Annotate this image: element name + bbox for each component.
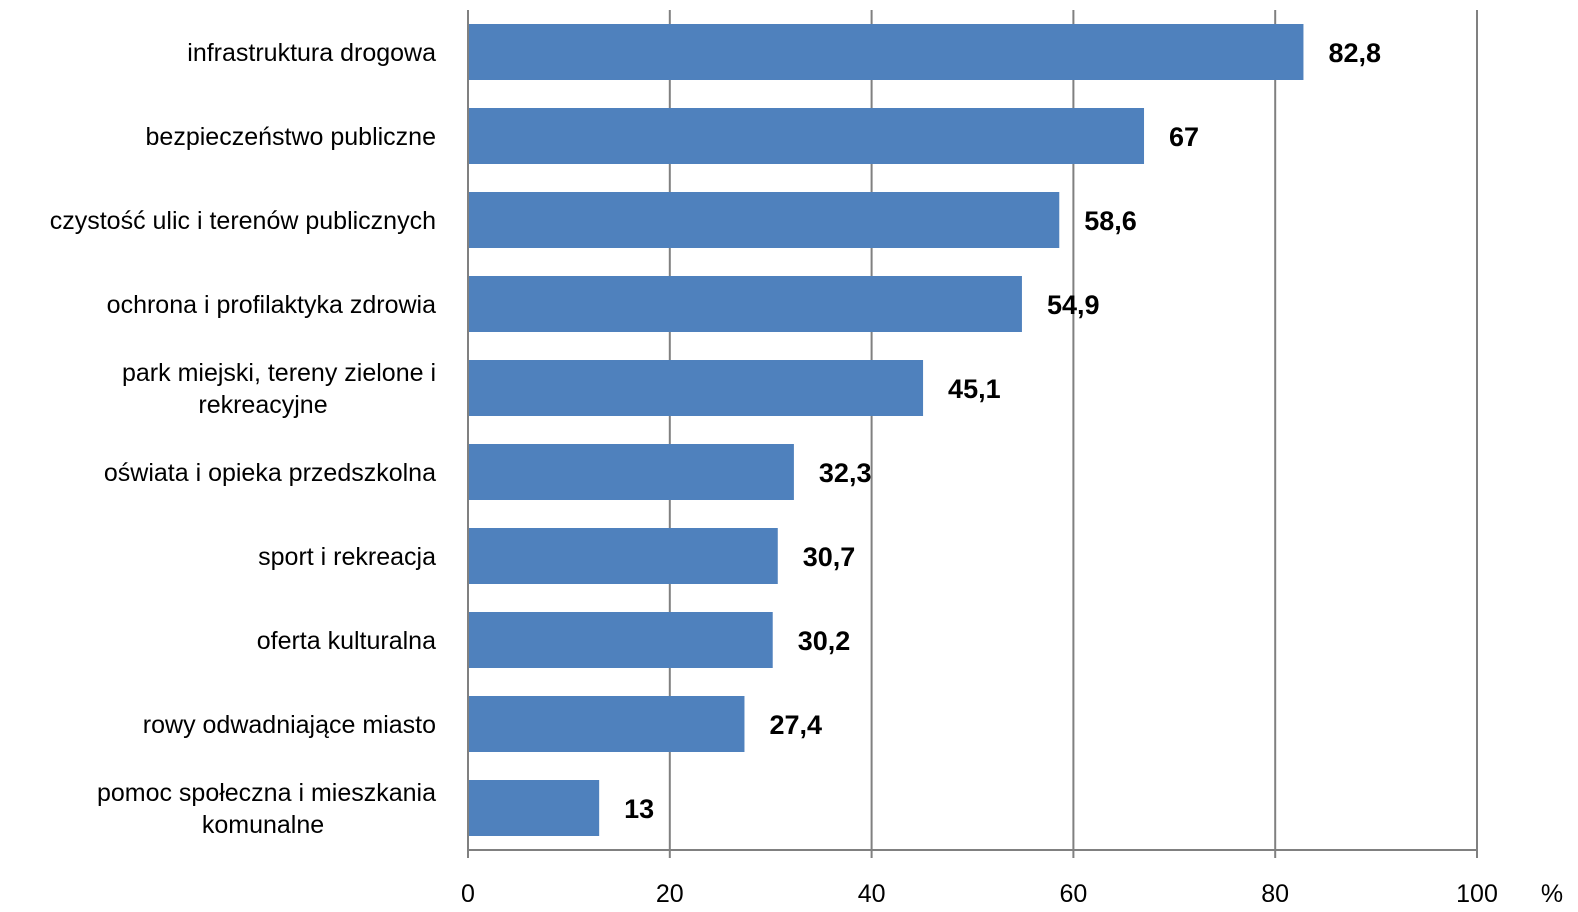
bar xyxy=(469,780,600,836)
bar xyxy=(469,444,794,500)
category-label: pomoc społeczna i mieszkania xyxy=(97,779,436,807)
bars xyxy=(469,24,1304,836)
x-tick-label: 40 xyxy=(858,880,886,908)
bar xyxy=(469,528,778,584)
value-label: 32,3 xyxy=(819,458,872,488)
bar xyxy=(469,360,924,416)
bar xyxy=(469,276,1022,332)
category-label: sport i rekreacja xyxy=(258,543,436,571)
category-label: rowy odwadniające miasto xyxy=(143,711,436,739)
category-label: bezpieczeństwo publiczne xyxy=(146,123,436,151)
x-tick-label: 100 xyxy=(1456,880,1498,908)
value-label: 82,8 xyxy=(1328,38,1381,68)
bar xyxy=(469,108,1145,164)
x-tick-labels: % 0 20 40 60 80 100 xyxy=(461,880,1563,908)
axes xyxy=(467,10,1478,858)
value-label: 30,7 xyxy=(803,542,856,572)
category-label: infrastruktura drogowa xyxy=(187,39,436,67)
category-labels: infrastruktura drogowa bezpieczeństwo pub… xyxy=(50,39,436,839)
value-labels: 82,8 67 58,6 54,9 45,1 32,3 30,7 30,2 27,4 13 xyxy=(624,38,1381,824)
category-label: czystość ulic i terenów publicznych xyxy=(50,207,436,235)
bar xyxy=(469,612,773,668)
x-tick-label: 80 xyxy=(1261,880,1289,908)
x-tick-label: 0 xyxy=(461,880,475,908)
value-label: 58,6 xyxy=(1084,206,1137,236)
x-tick-label: 60 xyxy=(1059,880,1087,908)
category-label: rekreacyjne xyxy=(198,391,327,419)
value-label: 54,9 xyxy=(1047,290,1100,320)
value-label: 27,4 xyxy=(769,710,822,740)
value-label: 30,2 xyxy=(798,626,851,656)
bar xyxy=(469,24,1304,80)
x-tick-label: 20 xyxy=(656,880,684,908)
value-label: 45,1 xyxy=(948,374,1001,404)
category-label: oświata i opieka przedszkolna xyxy=(104,459,436,487)
category-label: park miejski, tereny zielone i xyxy=(122,359,436,387)
value-label: 13 xyxy=(624,794,654,824)
bar xyxy=(469,192,1060,248)
value-label: 67 xyxy=(1169,122,1199,152)
x-unit-label: % xyxy=(1541,880,1563,908)
bar xyxy=(469,696,745,752)
category-label: komunalne xyxy=(202,811,324,839)
category-label: oferta kulturalna xyxy=(257,627,436,655)
category-label: ochrona i profilaktyka zdrowia xyxy=(107,291,436,319)
